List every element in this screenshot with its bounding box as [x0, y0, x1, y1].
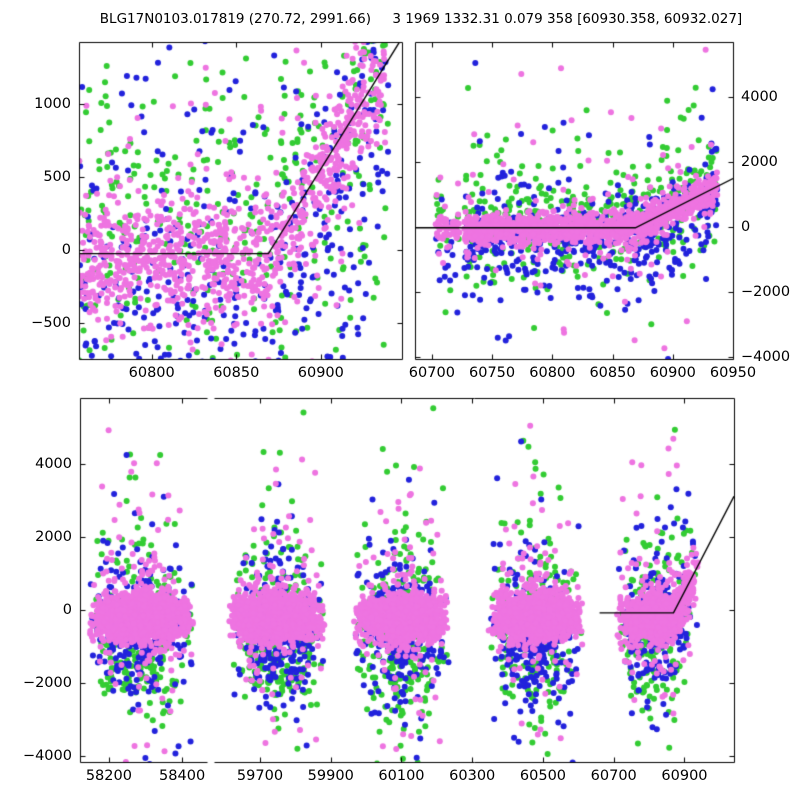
y-tick-label: 0	[61, 241, 71, 258]
x-tick-label: 60900	[297, 365, 344, 381]
x-tick-label: 60850	[213, 365, 260, 381]
y-tick-label: −4000	[741, 348, 791, 365]
x-tick-label: 60800	[529, 365, 576, 381]
x-tick-label: 60500	[519, 768, 567, 784]
x-tick-label: 60750	[469, 365, 516, 381]
y-tick-label: 0	[62, 601, 72, 618]
y-tick-label: −2000	[741, 283, 791, 300]
y-tick-label: 500	[43, 168, 71, 185]
x-tick-label: 60700	[590, 768, 637, 784]
y-tick-label: 1000	[34, 95, 71, 112]
y-tick-label: 2000	[741, 153, 778, 170]
y-tick-label: 0	[741, 218, 751, 235]
x-tick-label: 59900	[307, 768, 354, 784]
x-tick-label: 60900	[649, 365, 696, 381]
x-tick-label: 59700	[236, 768, 284, 784]
x-tick-label: 58200	[85, 768, 132, 784]
x-tick-label: 60700	[408, 365, 455, 381]
x-tick-label: 60800	[128, 365, 175, 381]
x-tick-label: 58400	[159, 768, 206, 784]
y-tick-label: −4000	[22, 747, 72, 764]
y-tick-label: 4000	[741, 88, 778, 105]
x-tick-label: 60900	[661, 768, 708, 784]
y-tick-label: 2000	[35, 528, 72, 545]
x-tick-label: 60100	[378, 768, 425, 784]
x-tick-label: 60850	[589, 365, 636, 381]
x-tick-label: 60300	[449, 768, 496, 784]
y-tick-label: −500	[31, 314, 71, 331]
x-tick-label: 60950	[709, 365, 757, 381]
y-tick-label: −2000	[22, 674, 72, 691]
figure-title: BLG17N0103.017819 (270.72, 2991.66) 3 19…	[99, 11, 743, 27]
y-tick-label: 4000	[35, 455, 72, 472]
